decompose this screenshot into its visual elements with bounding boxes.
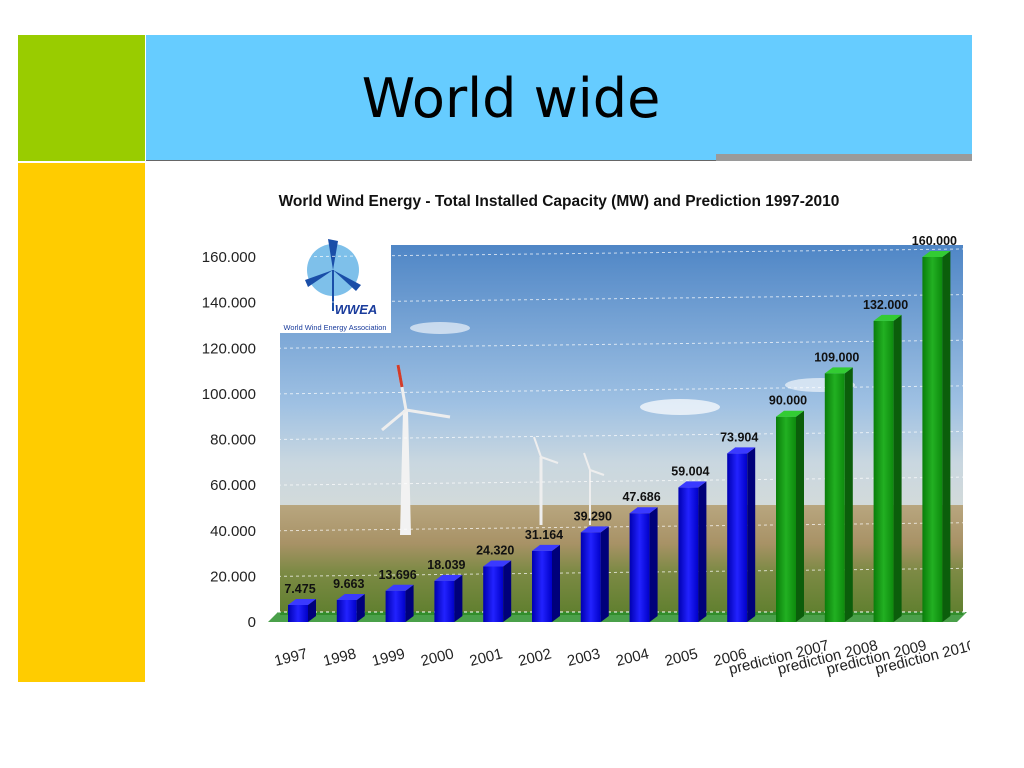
x-tick-label: 2004 bbox=[614, 645, 650, 670]
value-label: 9.663 bbox=[333, 577, 364, 591]
x-axis-tick-labels: 1997 1998 1999 2000 2001 2002 2003 2004 2005 2006… bbox=[273, 637, 970, 678]
bar bbox=[288, 604, 308, 622]
wind-turbine-graphic bbox=[381, 364, 605, 535]
bar-top bbox=[922, 251, 951, 257]
gridline bbox=[277, 339, 964, 349]
value-label: 132.000 bbox=[863, 298, 908, 312]
x-tick-label: 1999 bbox=[370, 645, 406, 670]
bar-top bbox=[385, 584, 414, 591]
value-label: 18.039 bbox=[427, 558, 465, 572]
bar-top bbox=[483, 560, 512, 567]
bar bbox=[873, 320, 894, 622]
value-label: 13.696 bbox=[378, 568, 416, 582]
bar-side bbox=[600, 526, 609, 622]
bar-top bbox=[580, 526, 609, 533]
wwea-logo: WWEA World Wind Energy Association bbox=[279, 239, 391, 333]
x-tick-label: 2005 bbox=[663, 645, 699, 670]
bar-side bbox=[308, 598, 316, 622]
value-label: 73.904 bbox=[720, 430, 758, 444]
bar-side bbox=[942, 251, 951, 622]
value-label: 7.475 bbox=[284, 582, 315, 596]
wwea-logo-name: WWEA bbox=[335, 302, 378, 317]
bar bbox=[336, 599, 357, 622]
value-label: 31.164 bbox=[525, 528, 563, 542]
title-divider bbox=[146, 160, 716, 161]
bar-side bbox=[844, 367, 853, 622]
value-label: 47.686 bbox=[622, 490, 660, 504]
bar bbox=[824, 373, 845, 622]
chart-title: World Wind Energy - Total Installed Capa… bbox=[278, 193, 840, 210]
bar bbox=[385, 590, 406, 622]
bar-side bbox=[796, 410, 804, 622]
value-label: 109.000 bbox=[814, 350, 859, 364]
bar bbox=[434, 580, 455, 622]
bar bbox=[922, 257, 943, 622]
bar-top bbox=[776, 410, 804, 417]
bar-top bbox=[824, 367, 853, 374]
bar-side bbox=[747, 447, 756, 622]
value-labels-group: 7.475 9.663 13.696 18.039 24.320 31.164 39.290… bbox=[284, 234, 957, 596]
bar-top bbox=[727, 447, 756, 454]
bar bbox=[776, 416, 796, 622]
value-label: 24.320 bbox=[476, 544, 514, 558]
bar bbox=[629, 513, 650, 622]
bar-side bbox=[698, 481, 707, 622]
value-label: 90.000 bbox=[769, 394, 807, 408]
y-tick-label: 120.000 bbox=[202, 340, 256, 357]
bar-side bbox=[649, 507, 658, 622]
bar-top bbox=[678, 481, 707, 488]
y-tick-label: 40.000 bbox=[210, 523, 256, 540]
y-tick-label: 80.000 bbox=[210, 432, 256, 449]
x-tick-label: 1997 bbox=[273, 645, 309, 670]
bar-top bbox=[288, 598, 316, 605]
y-tick-label: 60.000 bbox=[210, 477, 256, 494]
gridline bbox=[277, 248, 964, 258]
capacity-bar-chart: WWEA World Wind Energy Association 0 20.0… bbox=[202, 234, 970, 678]
bar-top bbox=[336, 593, 365, 600]
y-tick-label: 160.000 bbox=[202, 249, 256, 266]
y-tick-label: 20.000 bbox=[210, 568, 256, 585]
bar bbox=[727, 453, 748, 622]
accent-green-block bbox=[18, 35, 145, 161]
title-band bbox=[146, 35, 972, 161]
value-label: 39.290 bbox=[574, 509, 612, 523]
chart-floor bbox=[268, 612, 967, 622]
bar-top bbox=[532, 544, 560, 551]
x-tick-label: 2001 bbox=[468, 645, 504, 670]
x-tick-label: 2000 bbox=[419, 645, 455, 670]
bar-top bbox=[434, 574, 463, 581]
value-label: 160.000 bbox=[912, 234, 957, 248]
gridline bbox=[277, 294, 964, 304]
title-divider-accent bbox=[716, 154, 972, 161]
bar-side bbox=[405, 584, 414, 622]
accent-yellow-block bbox=[18, 163, 145, 682]
x-tick-label: 2003 bbox=[565, 645, 601, 670]
y-tick-label: 100.000 bbox=[202, 386, 256, 403]
wwea-logo-caption: World Wind Energy Association bbox=[284, 323, 387, 332]
bar-side bbox=[503, 560, 512, 622]
bars-group bbox=[288, 251, 951, 622]
x-tick-label: 1998 bbox=[321, 645, 357, 670]
bar-side bbox=[454, 574, 463, 622]
bar-side bbox=[356, 593, 365, 622]
y-tick-label: 140.000 bbox=[202, 295, 256, 312]
slide-title: World wide bbox=[361, 66, 661, 130]
bar-top bbox=[873, 314, 902, 321]
y-tick-label: 0 bbox=[248, 614, 256, 631]
y-axis-tick-labels: 0 20.000 40.000 60.000 80.000 100.000 120.000 1… bbox=[202, 249, 256, 631]
bar bbox=[532, 550, 552, 622]
bar bbox=[580, 532, 601, 622]
bar bbox=[483, 566, 504, 622]
bar-side bbox=[552, 544, 560, 622]
value-label: 59.004 bbox=[671, 464, 709, 478]
bar-top bbox=[629, 507, 658, 514]
bar-side bbox=[893, 314, 902, 622]
x-tick-label: 2002 bbox=[517, 645, 553, 670]
bar bbox=[678, 487, 699, 622]
